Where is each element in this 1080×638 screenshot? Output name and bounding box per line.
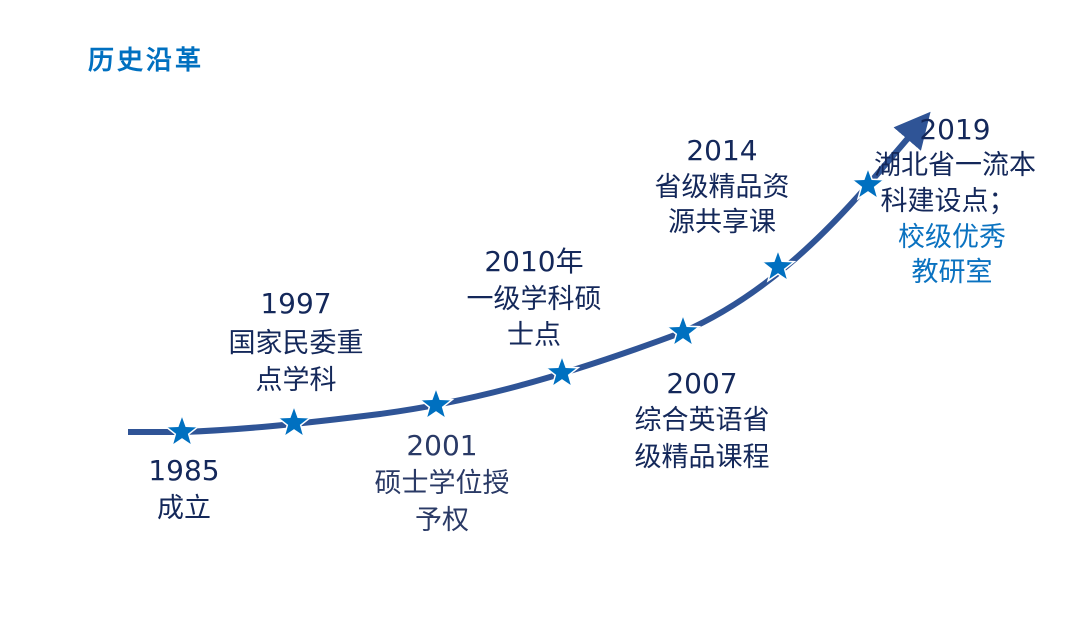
page-title: 历史沿革	[88, 46, 205, 76]
milestone-text: 硕士学位授	[375, 468, 510, 499]
milestone-text: 科建设点；	[881, 186, 1016, 217]
milestone-accent-text: 教研室	[912, 257, 993, 288]
milestone-text: 予权	[415, 505, 469, 536]
milestone-text: 综合英语省	[635, 405, 770, 436]
milestone-text: 成立	[157, 493, 211, 524]
milestone-text: 一级学科硕	[467, 284, 602, 315]
milestone-text: 省级精品资	[655, 172, 790, 203]
star-icon	[163, 412, 201, 448]
star-icon	[849, 165, 887, 201]
milestone-year: 2010年	[484, 245, 583, 278]
star-icon	[417, 385, 455, 421]
star-icon	[543, 353, 581, 389]
star-icon	[664, 312, 702, 348]
milestone-year: 2001	[406, 429, 477, 462]
star-icon	[759, 247, 797, 283]
milestone-year: 2019	[919, 113, 990, 146]
milestone-year: 1985	[148, 454, 219, 487]
milestone-year: 1997	[260, 287, 331, 320]
milestone-text: 湖北省一流本	[874, 150, 1036, 181]
star-icon	[275, 403, 313, 439]
milestone-text: 级精品课程	[635, 442, 770, 473]
milestone-text: 点学科	[256, 365, 337, 396]
milestone-year: 2014	[686, 134, 757, 167]
timeline-arrow	[128, 111, 931, 435]
milestone-year: 2007	[666, 367, 737, 400]
milestone-accent-text: 校级优秀	[898, 222, 1006, 253]
milestone-text: 国家民委重	[229, 328, 364, 359]
milestone-text: 源共享课	[668, 207, 776, 238]
milestone-text: 士点	[507, 320, 561, 351]
